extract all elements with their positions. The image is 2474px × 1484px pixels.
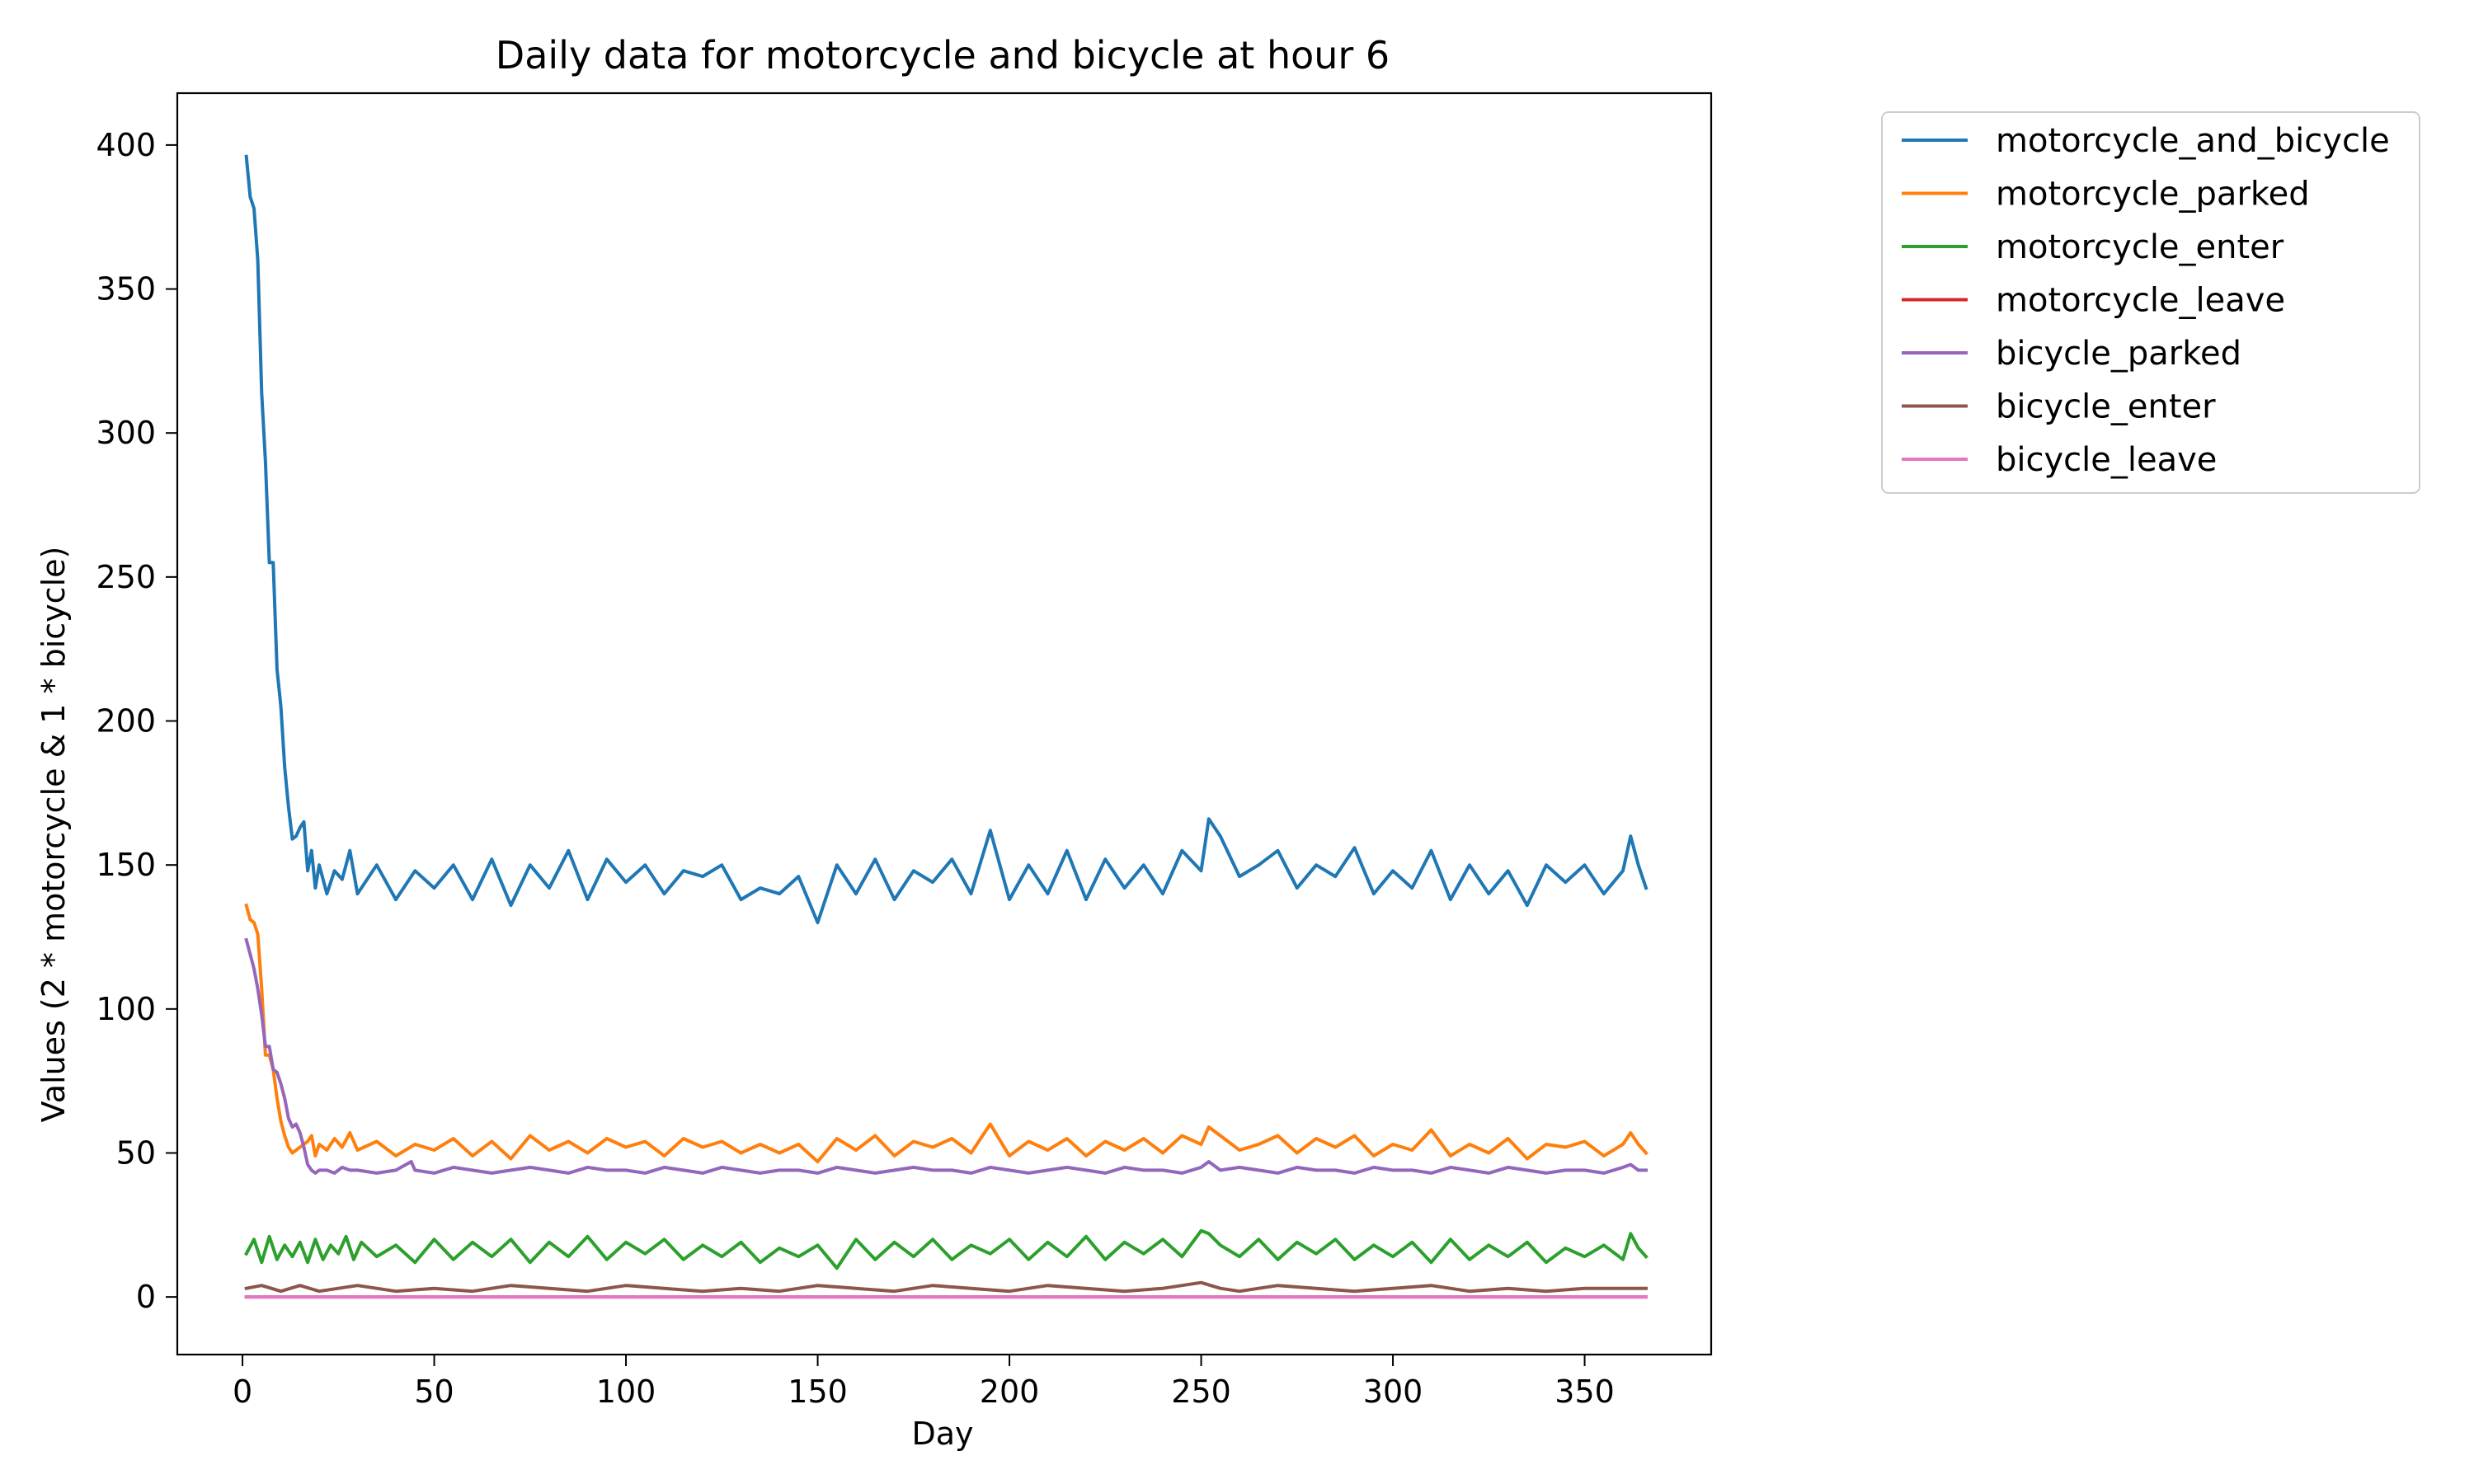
legend-label-motorcycle-enter: motorcycle_enter	[1996, 228, 2284, 266]
axes-frame	[176, 92, 1713, 1356]
x-tick-label: 100	[596, 1374, 656, 1410]
x-tick-label: 300	[1363, 1374, 1423, 1410]
x-tick-label: 250	[1171, 1374, 1231, 1410]
legend-label-motorcycle-parked: motorcycle_parked	[1996, 176, 2310, 214]
y-tick-label: 300	[96, 415, 156, 451]
x-tick-label: 0	[233, 1374, 252, 1410]
y-axis-label: Values (2 * motorcycle & 1 * bicycle)	[35, 547, 72, 1123]
legend-label-bicycle-enter: bicycle_enter	[1996, 388, 2216, 426]
x-axis-label: Day	[911, 1416, 973, 1452]
legend-items: motorcycle_and_bicycle motorcycle_parkedm…	[1902, 122, 2390, 479]
series-line-bicycle-enter	[244, 1280, 1648, 1294]
series-layer	[243, 154, 1649, 1299]
y-tick-label: 100	[96, 991, 156, 1027]
legend: motorcycle_and_bicycle motorcycle_parkedm…	[1881, 111, 2420, 494]
y-axis: 0 50 100 150 200 250 300 350 400	[96, 127, 177, 1315]
legend-label-motorcycle-and-bicycle: motorcycle_and_bicycle	[1996, 122, 2390, 160]
plot-area	[176, 92, 1713, 1356]
series-line-motorcycle-and-bicycle	[244, 154, 1649, 924]
chart-title: Daily data for motorcycle and bicycle at…	[496, 33, 1390, 77]
y-tick-label: 150	[96, 847, 156, 883]
legend-label-bicycle-parked: bicycle_parked	[1996, 335, 2241, 373]
x-tick-label: 150	[788, 1374, 848, 1410]
series-line-motorcycle-parked	[244, 903, 1649, 1163]
y-tick-label: 0	[136, 1279, 156, 1315]
series-line-bicycle-parked	[244, 937, 1648, 1175]
legend-label-bicycle-leave: bicycle_leave	[1996, 441, 2217, 479]
x-axis: 0 50 100 150 200 250 300 350	[233, 1355, 1615, 1410]
x-tick-label: 350	[1554, 1374, 1615, 1410]
legend-box	[1881, 111, 2420, 494]
legend-label-motorcycle-leave: motorcycle_leave	[1996, 282, 2285, 320]
x-tick-label: 200	[980, 1374, 1040, 1410]
y-tick-label: 400	[96, 127, 156, 163]
series-line-motorcycle-enter	[243, 1228, 1649, 1270]
y-tick-label: 200	[96, 703, 156, 740]
y-tick-label: 350	[96, 271, 156, 308]
y-tick-label: 250	[96, 559, 156, 595]
y-tick-label: 50	[116, 1134, 156, 1171]
x-tick-label: 50	[414, 1374, 454, 1410]
